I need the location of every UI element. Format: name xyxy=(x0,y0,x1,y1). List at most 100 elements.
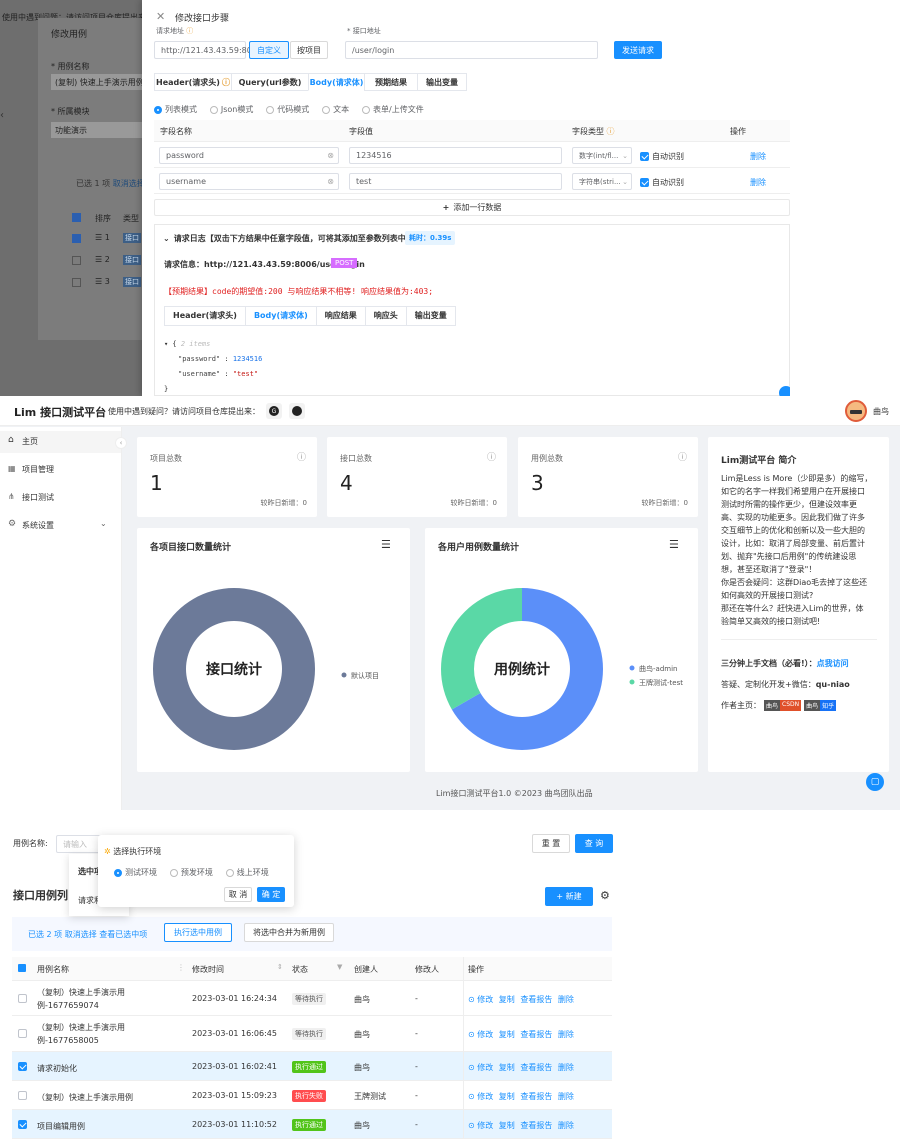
view-selection-link[interactable]: 查看已选中项 xyxy=(99,930,148,939)
case-name[interactable]: 请求初始化 xyxy=(37,1064,77,1073)
reset-button[interactable]: 重 置 xyxy=(532,834,570,853)
tab-output-vars[interactable]: 输出变量 xyxy=(417,73,467,91)
log-tab-response[interactable]: 响应结果 xyxy=(317,307,366,325)
case-name[interactable]: （复制）快速上手演示用 例-1677658005 xyxy=(37,1023,125,1045)
by-project-button[interactable]: 按项目 xyxy=(290,41,328,59)
table-row[interactable]: （复制）快速上手演示用 例-1677659074 2023-03-01 16:24… xyxy=(12,981,612,1016)
delete-link[interactable]: 删除 xyxy=(557,995,574,1004)
edit-link[interactable]: 修改 xyxy=(477,1121,494,1130)
log-title[interactable]: ⌄ 请求日志【双击下方结果中任意字段值，可将其添加至参数列表中】 xyxy=(163,234,414,243)
copy-link[interactable]: 复制 xyxy=(498,1030,515,1039)
table-row[interactable]: （复制）快速上手演示用例 2023-03-01 15:09:23 执行失败 王牌… xyxy=(12,1081,612,1110)
edit-link[interactable]: 修改 xyxy=(477,1030,494,1039)
param-value-input[interactable]: test xyxy=(349,173,562,190)
env-prod[interactable]: 线上环境 xyxy=(225,867,269,878)
copy-link[interactable]: 复制 xyxy=(498,1121,515,1130)
zhihu-badge[interactable]: 曲鸟 知乎 xyxy=(804,700,837,711)
pie-slice[interactable] xyxy=(451,588,603,750)
tab-expect[interactable]: 预期结果 xyxy=(364,73,418,91)
sidebar-item-projects[interactable]: ▦ 项目管理 xyxy=(0,459,121,481)
help-float-icon[interactable] xyxy=(779,386,790,396)
view-report-link[interactable]: 查看报告 xyxy=(520,1063,553,1072)
run-selected-button[interactable]: 执行选中用例 xyxy=(164,923,232,942)
mode-text[interactable]: 文本 xyxy=(322,104,349,115)
pie-slice[interactable] xyxy=(153,588,315,750)
menu-icon[interactable]: ☰ xyxy=(381,538,391,551)
gitee-icon[interactable]: G xyxy=(266,403,282,419)
sidebar-item-settings[interactable]: ⚙ 系统设置 ⌄ xyxy=(0,515,121,537)
row-checkbox[interactable] xyxy=(18,1091,27,1100)
cancel-selection-link[interactable]: 取消选择 xyxy=(64,930,97,939)
doc-link[interactable]: 点我访问 xyxy=(816,659,849,668)
query-button[interactable]: 查 询 xyxy=(575,834,613,853)
help-float-icon[interactable]: ▢ xyxy=(866,773,884,791)
edit-link[interactable]: 修改 xyxy=(477,1063,494,1072)
tab-query[interactable]: Query(url参数) xyxy=(231,73,309,91)
new-case-button[interactable]: + 新建 xyxy=(545,887,593,906)
delete-param-link[interactable]: 删除 xyxy=(750,152,766,161)
env-test[interactable]: 测试环境 xyxy=(114,867,157,878)
row-checkbox[interactable] xyxy=(18,1120,27,1129)
view-report-link[interactable]: 查看报告 xyxy=(520,1121,553,1130)
delete-link[interactable]: 删除 xyxy=(557,1092,574,1101)
sort-icon[interactable]: ⇕ xyxy=(277,963,283,971)
json-line[interactable]: "password" : 1234516 xyxy=(178,355,263,363)
log-tab-header[interactable]: Header(请求头) xyxy=(165,307,246,325)
auto-detect-checkbox[interactable]: 自动识别 xyxy=(640,151,684,162)
mode-json[interactable]: Json模式 xyxy=(209,104,253,115)
table-row[interactable]: 请求初始化 2023-03-01 16:02:41 执行通过 曲鸟 - ⊙ 修改… xyxy=(12,1052,612,1081)
param-value-input[interactable]: 1234516 xyxy=(349,147,562,164)
copy-link[interactable]: 复制 xyxy=(498,1063,515,1072)
row-checkbox[interactable] xyxy=(18,1029,27,1038)
github-icon[interactable] xyxy=(289,403,305,419)
path-input[interactable]: /user/login xyxy=(345,41,598,59)
popover-ok-button[interactable]: 确 定 xyxy=(257,887,285,902)
mode-code[interactable]: 代码模式 xyxy=(266,104,309,115)
view-report-link[interactable]: 查看报告 xyxy=(520,995,553,1004)
json-line[interactable]: "username" : "test" xyxy=(178,370,259,378)
copy-link[interactable]: 复制 xyxy=(498,1092,515,1101)
log-tab-response-headers[interactable]: 响应头 xyxy=(366,307,407,325)
row-checkbox[interactable] xyxy=(18,1062,27,1071)
csdn-badge[interactable]: 曲鸟 CSDN xyxy=(764,700,802,711)
param-type-select[interactable]: 数字(int/fl... ⌄ xyxy=(572,147,632,164)
mode-list[interactable]: 列表模式 xyxy=(154,104,197,115)
custom-url-button[interactable]: 自定义 xyxy=(249,41,289,59)
sidebar-item-api-test[interactable]: ⋔ 接口测试 xyxy=(0,487,121,509)
popover-cancel-button[interactable]: 取 消 xyxy=(224,887,252,902)
pie-slice[interactable] xyxy=(441,588,523,710)
log-tab-body[interactable]: Body(请求体) xyxy=(246,307,317,325)
case-name[interactable]: 项目编辑用例 xyxy=(37,1122,85,1131)
table-row[interactable]: （复制）快速上手演示用 例-1677658005 2023-03-01 16:06… xyxy=(12,1016,612,1052)
mode-form[interactable]: 表单/上传文件 xyxy=(362,104,424,115)
username[interactable]: 曲鸟 xyxy=(873,407,889,416)
collapse-sidebar-icon[interactable]: ‹ xyxy=(115,437,127,449)
sidebar-item-home[interactable]: ⌂ 主页 xyxy=(0,431,121,453)
send-request-button[interactable]: 发送请求 xyxy=(614,41,662,59)
auto-detect-checkbox[interactable]: 自动识别 xyxy=(640,177,684,188)
row-checkbox[interactable] xyxy=(18,994,27,1003)
settings-icon[interactable]: ⚙ xyxy=(600,889,610,902)
select-all-checkbox[interactable] xyxy=(18,964,26,972)
delete-param-link[interactable]: 删除 xyxy=(750,178,766,187)
filter-icon[interactable]: ▼ xyxy=(337,963,343,971)
env-pre[interactable]: 预发环境 xyxy=(169,867,213,878)
base-url-input[interactable]: http://121.43.43.59:8006 xyxy=(154,41,262,59)
tab-header[interactable]: Header(请求头) ⓘ xyxy=(154,73,232,91)
close-icon[interactable]: ✕ xyxy=(156,10,166,23)
delete-link[interactable]: 删除 xyxy=(557,1063,574,1072)
edit-link[interactable]: 修改 xyxy=(477,1092,494,1101)
copy-link[interactable]: 复制 xyxy=(498,995,515,1004)
merge-selected-button[interactable]: 将选中合并为新用例 xyxy=(244,923,334,942)
delete-link[interactable]: 删除 xyxy=(557,1030,574,1039)
log-tab-output[interactable]: 输出变量 xyxy=(414,311,447,320)
param-name-input[interactable]: password ⊗ xyxy=(159,147,339,164)
avatar[interactable] xyxy=(845,400,867,422)
param-type-select[interactable]: 字符串(stri... ⌄ xyxy=(572,173,632,190)
tab-body[interactable]: Body(请求体) xyxy=(308,73,365,91)
param-name-input[interactable]: username ⊗ xyxy=(159,173,339,190)
delete-link[interactable]: 删除 xyxy=(557,1121,574,1130)
table-row[interactable]: 项目编辑用例 2023-03-01 11:10:52 执行通过 曲鸟 - ⊙ 修… xyxy=(12,1110,612,1139)
add-row-button[interactable]: + 添加一行数据 xyxy=(154,199,790,216)
edit-link[interactable]: 修改 xyxy=(477,995,494,1004)
